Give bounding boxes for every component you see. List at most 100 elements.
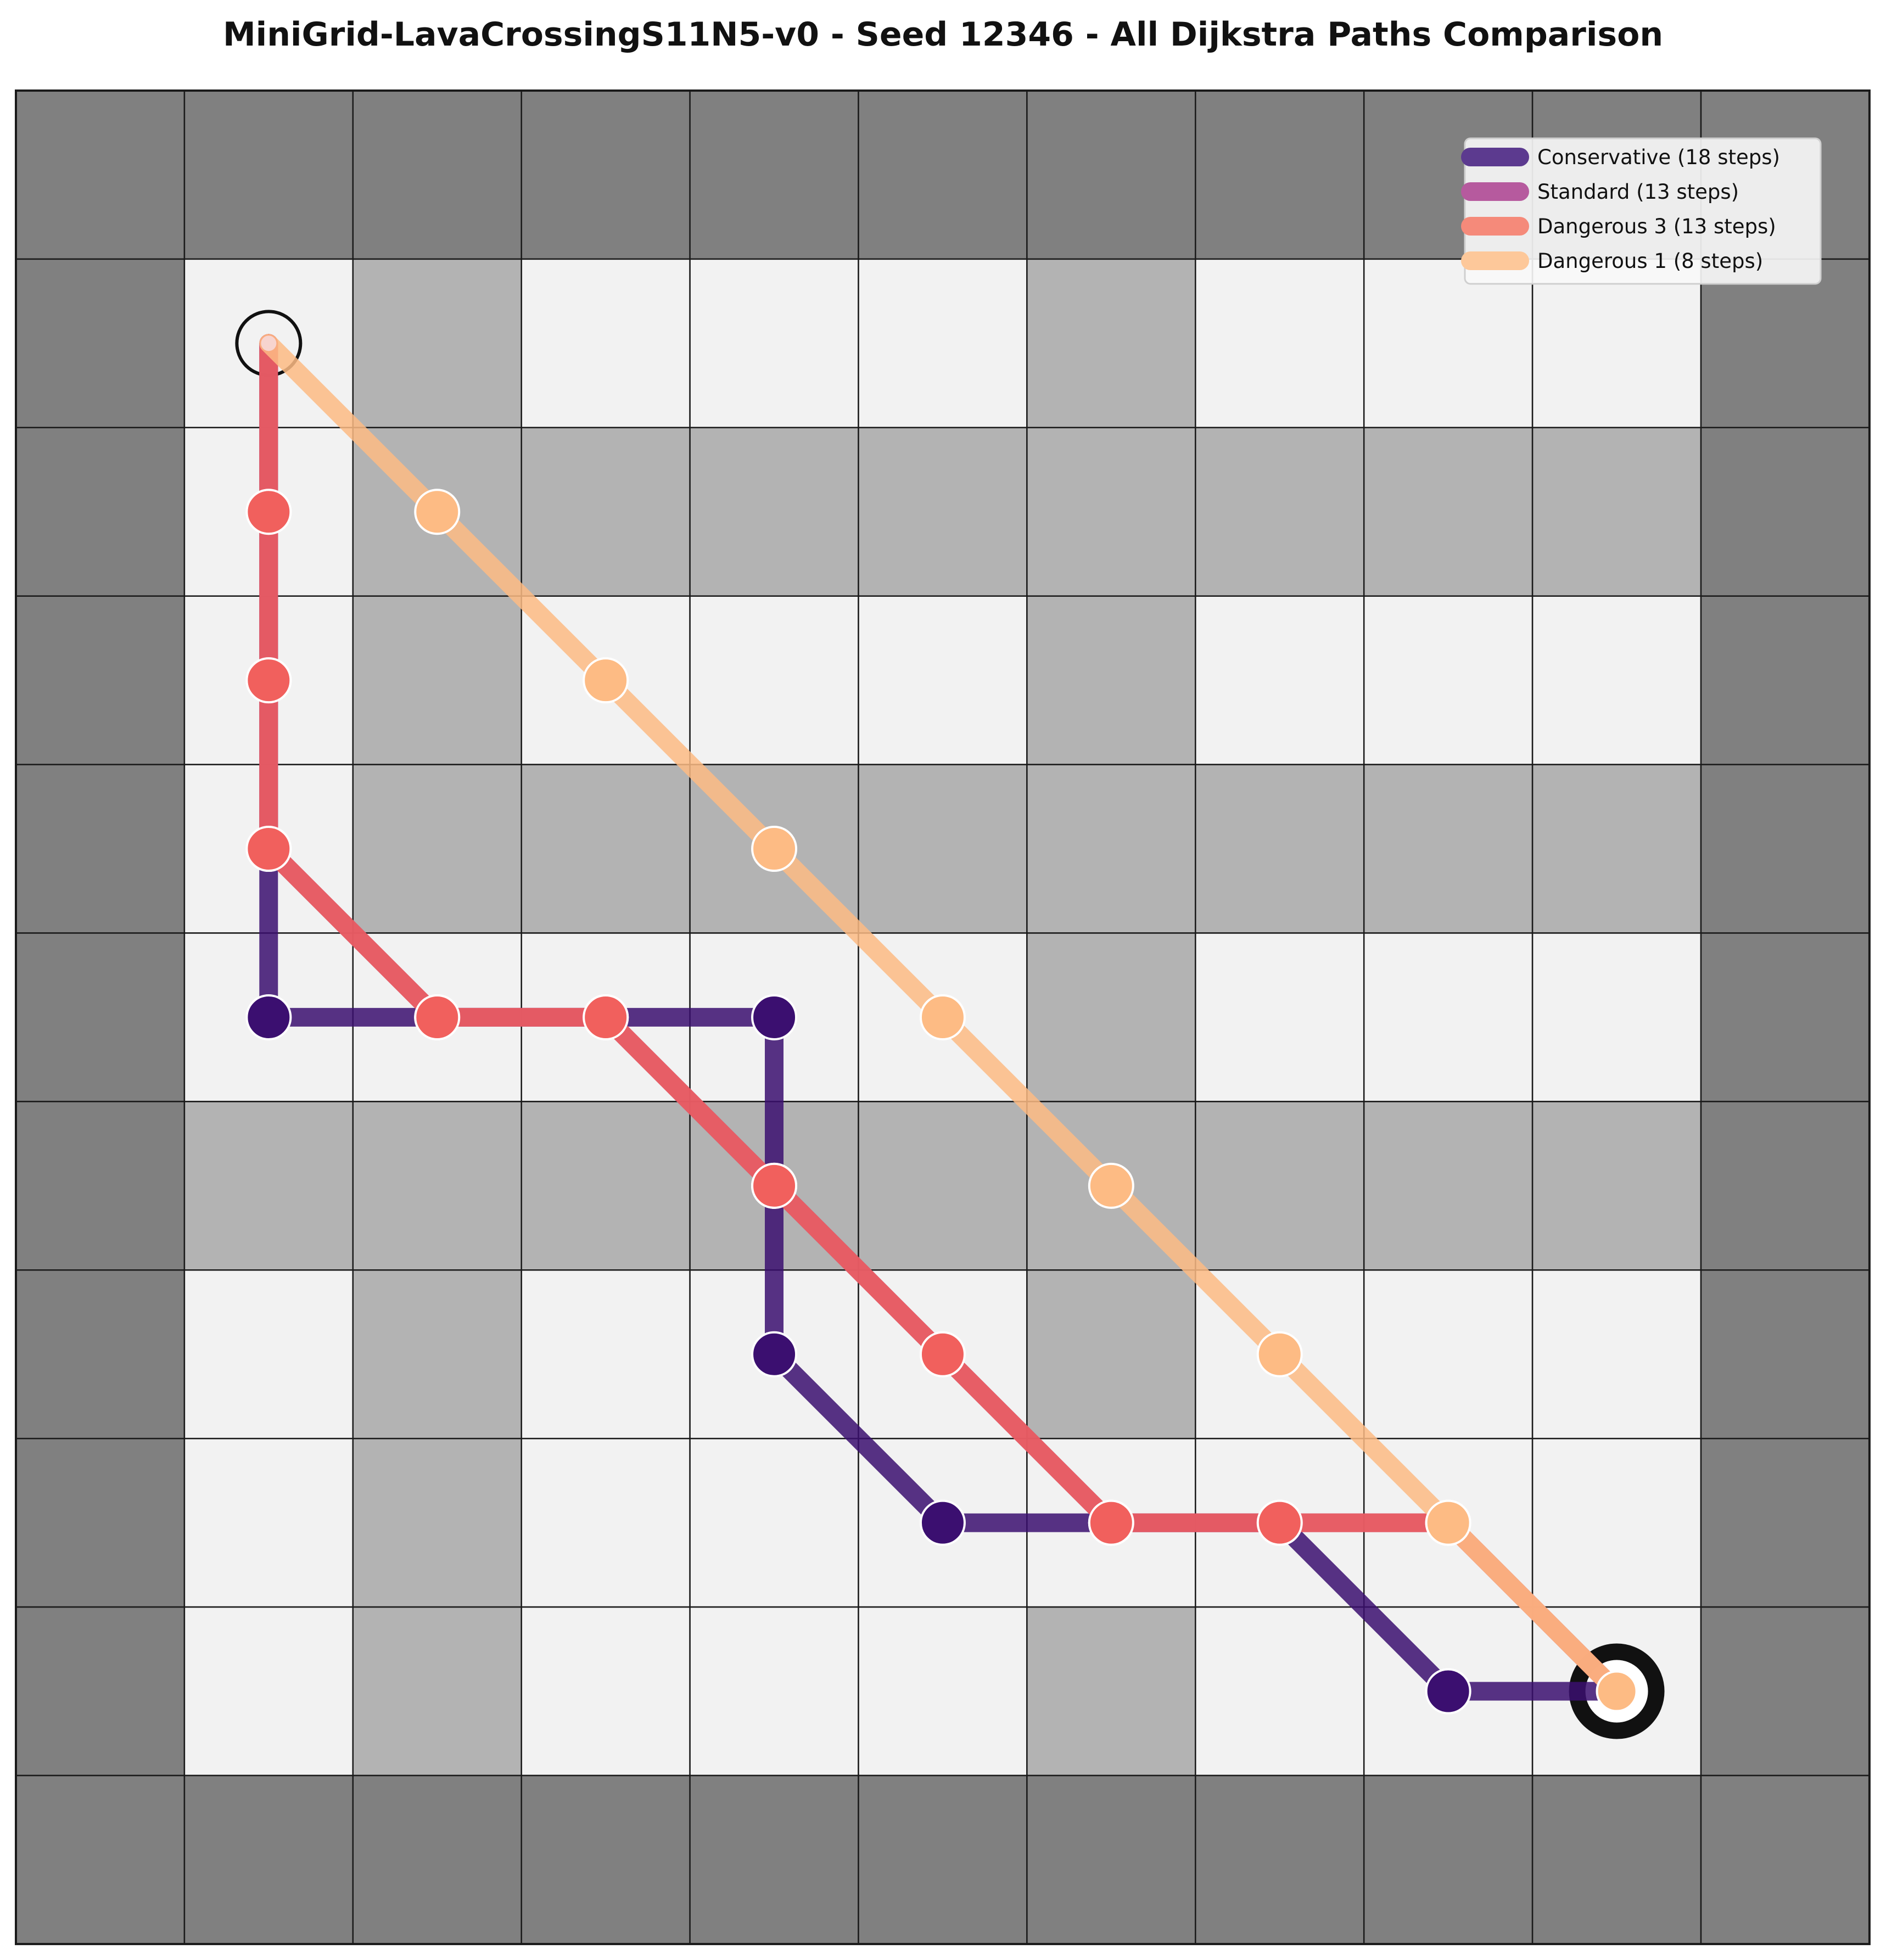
lava-cell-7-6	[1026, 1269, 1196, 1440]
waypoint-dangerous-3-3	[245, 826, 292, 872]
lava-cell-2-3	[521, 427, 691, 597]
lava-cell-4-8	[1363, 764, 1534, 934]
wall-cell-0-1	[183, 89, 354, 260]
lava-cell-6-5	[858, 1101, 1028, 1271]
waypoint-dangerous-1-5	[1088, 1162, 1134, 1209]
waypoint-dangerous-3-6	[751, 1162, 798, 1209]
floor-cell-3-8	[1363, 595, 1534, 765]
wall-cell-10-0	[15, 1774, 186, 1945]
waypoint-dangerous-3-7	[919, 1331, 966, 1377]
grid-cells	[15, 89, 1871, 1945]
lava-cell-4-7	[1195, 764, 1365, 934]
floor-cell-7-8	[1363, 1269, 1534, 1440]
wall-cell-2-0	[15, 427, 186, 597]
wall-cell-1-10	[1700, 258, 1871, 429]
wall-cell-5-10	[1700, 932, 1871, 1102]
lava-cell-4-9	[1531, 764, 1702, 934]
legend-label-dangerous-3: Dangerous 3 (13 steps)	[1537, 215, 1776, 238]
floor-cell-5-8	[1363, 932, 1534, 1102]
wall-cell-7-0	[15, 1269, 186, 1440]
wall-cell-0-5	[858, 89, 1028, 260]
floor-cell-1-7	[1195, 258, 1365, 429]
wall-cell-10-3	[521, 1774, 691, 1945]
goal-endpoint-dot	[1596, 1670, 1638, 1712]
floor-cell-5-9	[1531, 932, 1702, 1102]
lava-cell-8-2	[352, 1437, 522, 1608]
path-layer	[235, 310, 1665, 1739]
floor-cell-3-9	[1531, 595, 1702, 765]
grid-border	[15, 89, 1871, 1945]
wall-cell-1-0	[15, 258, 186, 429]
floor-cell-5-7	[1195, 932, 1365, 1102]
floor-cell-1-5	[858, 258, 1028, 429]
legend-box	[1464, 137, 1822, 285]
legend-item-dangerous-1: Dangerous 1 (8 steps)	[1461, 249, 1763, 273]
waypoint-dangerous-1-4	[919, 994, 966, 1040]
wall-cell-3-0	[15, 595, 186, 765]
lava-cell-7-2	[352, 1269, 522, 1440]
wall-cell-9-10	[1700, 1606, 1871, 1777]
wall-cell-10-9	[1531, 1774, 1702, 1945]
wall-cell-4-0	[15, 764, 186, 934]
floor-cell-9-7	[1195, 1606, 1365, 1777]
wall-cell-10-1	[183, 1774, 354, 1945]
lava-cell-3-2	[352, 595, 522, 765]
legend-items: Conservative (18 steps) Standard (13 step…	[1461, 145, 1780, 273]
wall-cell-0-2	[352, 89, 522, 260]
legend: Conservative (18 steps) Standard (13 step…	[1461, 137, 1822, 285]
floor-cell-7-3	[521, 1269, 691, 1440]
floor-cell-9-4	[689, 1606, 859, 1777]
floor-cell-7-9	[1531, 1269, 1702, 1440]
lava-cell-6-1	[183, 1101, 354, 1271]
wall-cell-0-7	[1195, 89, 1365, 260]
waypoint-dangerous-3-9	[1256, 1499, 1303, 1546]
path-dangerous-3	[245, 334, 1626, 1701]
lava-cell-6-2	[352, 1101, 522, 1271]
lava-cell-5-6	[1026, 932, 1196, 1102]
wall-cell-8-0	[15, 1437, 186, 1608]
wall-cell-2-10	[1700, 427, 1871, 597]
marker-layer	[261, 335, 1638, 1712]
wall-cell-6-10	[1700, 1101, 1871, 1271]
lava-cell-1-2	[352, 258, 522, 429]
floor-cell-9-5	[858, 1606, 1028, 1777]
legend-item-dangerous-3: Dangerous 3 (13 steps)	[1461, 215, 1776, 238]
lava-cell-4-5	[858, 764, 1028, 934]
legend-item-standard: Standard (13 steps)	[1461, 180, 1739, 204]
floor-cell-8-9	[1531, 1437, 1702, 1608]
lava-cell-2-7	[1195, 427, 1365, 597]
wall-cell-0-0	[15, 89, 186, 260]
waypoint-dangerous-3-5	[583, 994, 629, 1040]
path-line-dangerous-3	[259, 334, 1626, 1701]
floor-cell-1-9	[1531, 258, 1702, 429]
lava-cell-2-9	[1531, 427, 1702, 597]
legend-label-standard: Standard (13 steps)	[1537, 180, 1739, 204]
floor-cell-1-8	[1363, 258, 1534, 429]
wall-cell-10-2	[352, 1774, 522, 1945]
lava-cell-2-4	[689, 427, 859, 597]
floor-cell-1-4	[689, 258, 859, 429]
floor-cell-9-1	[183, 1606, 354, 1777]
lava-cell-4-2	[352, 764, 522, 934]
wall-cell-0-6	[1026, 89, 1196, 260]
wall-cell-10-6	[1026, 1774, 1196, 1945]
lava-cell-9-2	[352, 1606, 522, 1777]
wall-cell-10-8	[1363, 1774, 1534, 1945]
lava-cell-4-6	[1026, 764, 1196, 934]
legend-label-conservative: Conservative (18 steps)	[1537, 145, 1780, 169]
start-endpoint-dot	[261, 335, 277, 351]
wall-cell-8-10	[1700, 1437, 1871, 1608]
waypoint-dangerous-1-6	[1256, 1331, 1303, 1377]
floor-cell-3-5	[858, 595, 1028, 765]
wall-cell-3-10	[1700, 595, 1871, 765]
wall-cell-7-10	[1700, 1269, 1871, 1440]
lava-cell-2-8	[1363, 427, 1534, 597]
lava-cell-2-6	[1026, 427, 1196, 597]
lava-cell-4-3	[521, 764, 691, 934]
wall-cell-10-5	[858, 1774, 1028, 1945]
lava-cell-9-6	[1026, 1606, 1196, 1777]
lava-cell-6-7	[1195, 1101, 1365, 1271]
chart-title: MiniGrid-LavaCrossingS11N5-v0 - Seed 123…	[222, 15, 1664, 54]
wall-cell-4-10	[1700, 764, 1871, 934]
waypoint-conservative-7	[751, 994, 798, 1040]
